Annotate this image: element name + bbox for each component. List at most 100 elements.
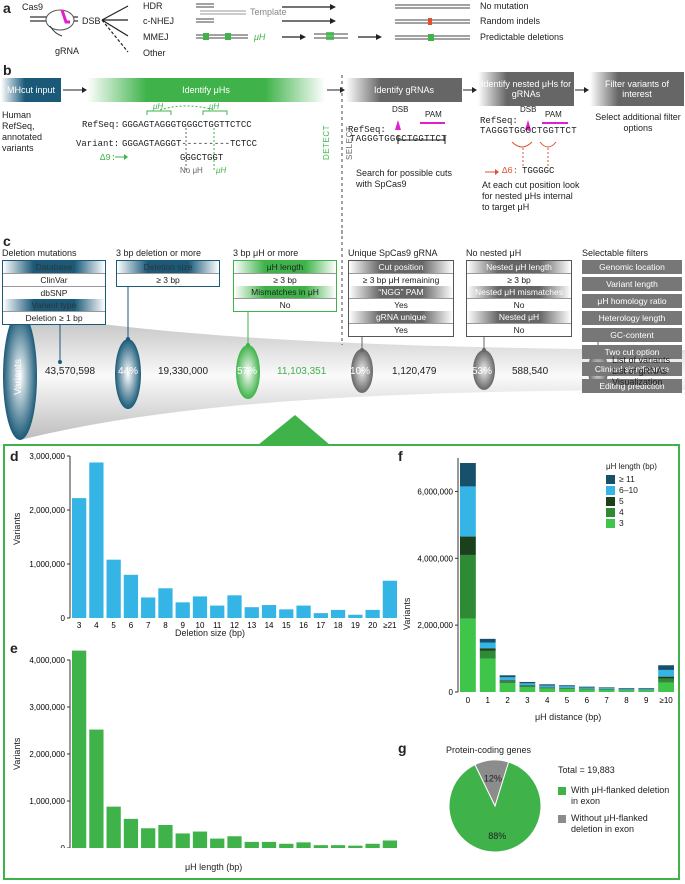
step-filter-variants-label: Filter variants of interest xyxy=(604,79,670,99)
stacked-bar-segment xyxy=(460,554,476,619)
pathway-hdr: HDR xyxy=(143,1,163,11)
grna-refseq-label: RefSeq: xyxy=(348,125,386,135)
selectable-filter-option[interactable]: GC-content xyxy=(582,328,682,342)
stacked-bar-segment xyxy=(499,680,516,682)
pathway-mmej: MMEJ xyxy=(143,32,169,42)
count-grna: 1,120,479 xyxy=(392,366,437,377)
grna-pam-label: PAM xyxy=(425,110,442,119)
y-tick-label: 3,000,000 xyxy=(29,703,65,712)
filter-value: Yes xyxy=(349,323,453,336)
selectable-filter-option[interactable]: Variant length xyxy=(582,277,682,291)
selectable-filter-option[interactable]: Editing prediction xyxy=(582,379,682,393)
delta6-sequence: TGGGGC xyxy=(522,166,555,176)
outcome-predictable-deletions: Predictable deletions xyxy=(480,32,564,42)
stacked-bar-segment xyxy=(638,688,655,690)
bar xyxy=(244,841,259,848)
pie-legend-item: With μH-flanked deletion in exon xyxy=(558,785,676,807)
stacked-bar-segment xyxy=(479,642,496,649)
bar xyxy=(313,845,328,848)
selectable-filter-option[interactable]: Heterology length xyxy=(582,311,682,325)
bar xyxy=(89,462,104,618)
nested-refseq-sequence: TAGGGTGGGCTGGTTCT xyxy=(480,126,577,136)
stacked-bar-segment xyxy=(479,648,496,651)
selectable-filter-option[interactable]: Clinical significance xyxy=(582,362,682,376)
bar xyxy=(296,605,311,618)
uh-label-right: μH xyxy=(209,102,220,111)
count-total: 43,570,598 xyxy=(45,366,96,377)
pie-slice-label: 12% xyxy=(484,773,502,783)
filter-value: ≥ 3 bp xyxy=(234,273,336,286)
panel-label-g: g xyxy=(398,740,407,756)
bar xyxy=(313,613,328,618)
legend-label: 5 xyxy=(619,496,624,506)
group-title-no-nested: No nested μH xyxy=(466,248,522,258)
template-label: Template xyxy=(250,7,287,17)
x-tick-label: 20 xyxy=(368,621,377,630)
y-tick-label: 2,000,000 xyxy=(29,506,65,515)
filter-value: ≥ 3 bp μH remaining xyxy=(349,273,453,286)
legend-swatch-icon xyxy=(558,815,566,823)
chart-e-xlabel: μH length (bp) xyxy=(185,862,243,872)
stacked-bar-segment xyxy=(598,688,615,690)
stacked-bar-segment xyxy=(499,681,516,684)
chart-f-legend: ≥ 11 6–10 5 4 3 xyxy=(606,474,638,529)
funnel-label: Variants xyxy=(13,359,24,395)
filter-box-uh-length: μH length ≥ 3 bp Mismatches in μH No xyxy=(233,260,337,312)
legend-swatch-icon xyxy=(558,787,566,795)
x-tick-label: 7 xyxy=(604,696,609,705)
stacked-bar-segment xyxy=(578,689,595,692)
chart-e-ylabel: Variants xyxy=(12,737,22,770)
legend-item: ≥ 11 xyxy=(606,474,638,485)
dsb-label: DSB xyxy=(82,16,101,26)
x-tick-label: 10 xyxy=(196,621,205,630)
x-tick-label: 8 xyxy=(163,621,168,630)
filter-header: Deletion size xyxy=(117,261,219,273)
selectable-filter-option[interactable]: Two cut option xyxy=(582,345,682,359)
bar xyxy=(330,845,346,848)
filter-value: Yes xyxy=(349,298,453,311)
x-tick-label: ≥10 xyxy=(659,696,673,705)
stacked-bar-segment xyxy=(499,677,516,681)
stacked-bar-segment xyxy=(539,685,556,688)
bar xyxy=(296,842,311,848)
stacked-bar-segment xyxy=(578,687,595,689)
bar xyxy=(279,843,294,848)
grna-label: gRNA xyxy=(55,46,80,56)
legend-swatch-icon xyxy=(606,508,615,517)
stacked-bar-segment xyxy=(559,688,575,689)
stacked-bar-segment xyxy=(598,687,615,689)
legend-label: 3 xyxy=(619,518,624,528)
output-visualization: Visualization xyxy=(612,377,663,387)
stacked-bar-segment xyxy=(618,688,635,689)
chart-f-legend-title: μH length (bp) xyxy=(606,462,657,471)
stacked-bar-segment xyxy=(638,689,655,691)
panels-frame xyxy=(3,444,680,880)
chart-f-ylabel: Variants xyxy=(402,597,412,630)
bar xyxy=(123,818,139,848)
bar xyxy=(261,605,277,618)
y-tick-label: 4,000,000 xyxy=(417,554,453,563)
filter-value: ≥ 3 bp xyxy=(117,273,219,286)
panel-label-f: f xyxy=(398,448,403,464)
stacked-bar-segment xyxy=(559,685,575,687)
x-tick-label: 14 xyxy=(265,621,274,630)
stacked-bar-segment xyxy=(658,682,674,692)
bar xyxy=(175,833,190,848)
stacked-bar-segment xyxy=(559,686,575,688)
bar xyxy=(72,650,87,848)
bar xyxy=(227,595,242,618)
stacked-bar-segment xyxy=(598,689,615,690)
chart-f-xlabel: μH distance (bp) xyxy=(535,712,602,722)
delta6-label: Δ6: xyxy=(502,166,519,176)
bar xyxy=(192,831,208,848)
selectable-filter-option[interactable]: μH homology ratio xyxy=(582,294,682,308)
stacked-bar-segment xyxy=(539,688,556,692)
step-mhcut-input-label: MHcut input xyxy=(6,85,56,95)
panel-label-c: c xyxy=(3,233,11,249)
bar xyxy=(279,609,294,618)
cut-marker-icon xyxy=(60,9,70,24)
stacked-bar-segment xyxy=(479,658,496,692)
selectable-filter-option[interactable]: Genomic location xyxy=(582,260,682,274)
filter-box-deletion-size: Deletion size ≥ 3 bp xyxy=(116,260,220,287)
count-deletion: 19,330,000 xyxy=(158,366,209,377)
